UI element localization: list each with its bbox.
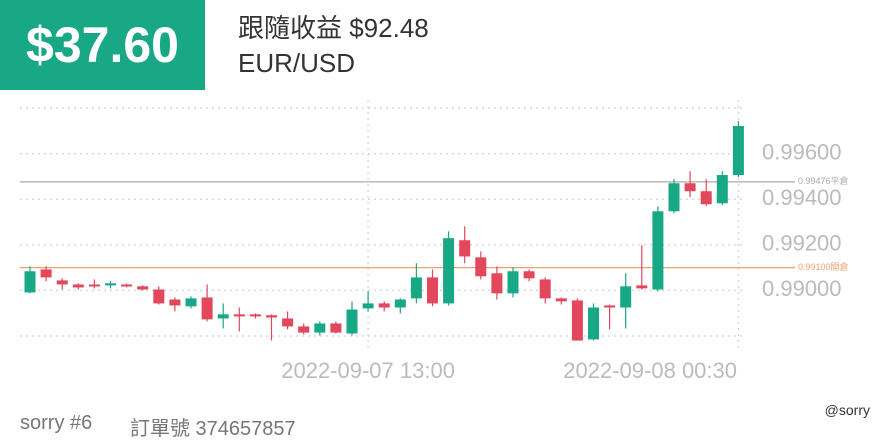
x-tick-label: 2022-09-08 00:30 (563, 358, 737, 383)
candle-body (378, 303, 390, 308)
candle-body (459, 240, 471, 257)
chart: 0.99000 0.99200 0.99400 0.99600 2022-09-07 1… (20, 100, 849, 383)
candle-body (217, 314, 229, 319)
candle-body (185, 298, 197, 307)
y-tick-label: 0.99600 (762, 139, 842, 164)
candle-body (732, 126, 744, 176)
candle-body (555, 298, 567, 302)
x-tick-label: 2022-09-07 13:00 (281, 358, 455, 383)
candle-body (233, 314, 245, 317)
candle-body (410, 277, 422, 299)
candle-body (523, 271, 535, 279)
candle-body (716, 175, 728, 204)
candle-body (121, 284, 133, 287)
candle-body (394, 299, 406, 308)
y-tick-label: 0.99200 (762, 231, 842, 256)
candle-body (346, 309, 358, 334)
candle-body (249, 314, 261, 317)
candle-body (88, 284, 100, 287)
candle-body (105, 283, 116, 286)
candle-body (684, 183, 696, 192)
candle-body (298, 326, 310, 333)
candle-body (266, 315, 277, 318)
candle-body (201, 297, 213, 320)
candle-body (475, 257, 487, 277)
order-number: 訂單號 374657857 (130, 418, 296, 440)
y-tick-label: 0.99400 (762, 185, 842, 210)
candle-body (604, 305, 616, 308)
candle-body (652, 211, 664, 290)
y-tick-label: 0.99000 (762, 276, 842, 301)
reference-label: 0.99100開倉 (798, 261, 849, 272)
candle-body (314, 323, 326, 333)
candle-body (153, 289, 165, 304)
candle-body (427, 277, 438, 304)
user: sorry #6 (20, 412, 93, 434)
candle-body (56, 280, 68, 285)
handle: @sorry (824, 402, 870, 418)
candle-body (169, 299, 181, 306)
candle-body (40, 269, 52, 278)
candle-body (507, 271, 519, 294)
pnl: $37.60 (0, 0, 205, 90)
candle-body (636, 285, 648, 289)
candle-body (282, 318, 294, 327)
reference-label: 0.99476平倉 (798, 175, 849, 186)
candle-body (668, 183, 680, 212)
candle-body (137, 286, 149, 290)
candle-body (72, 284, 84, 288)
candle-body (24, 271, 36, 293)
candle-body (362, 303, 374, 309)
candle-body (620, 286, 632, 308)
candle-body (443, 238, 455, 304)
follow-profit: 跟隨收益 $92.48 (238, 13, 429, 43)
candle-body (491, 273, 503, 294)
candle-body (588, 307, 599, 340)
candle-body (700, 191, 712, 205)
candle-body (330, 323, 342, 333)
candle-body (571, 300, 583, 341)
candle-body (539, 279, 551, 299)
symbol: EUR/USD (238, 48, 356, 78)
